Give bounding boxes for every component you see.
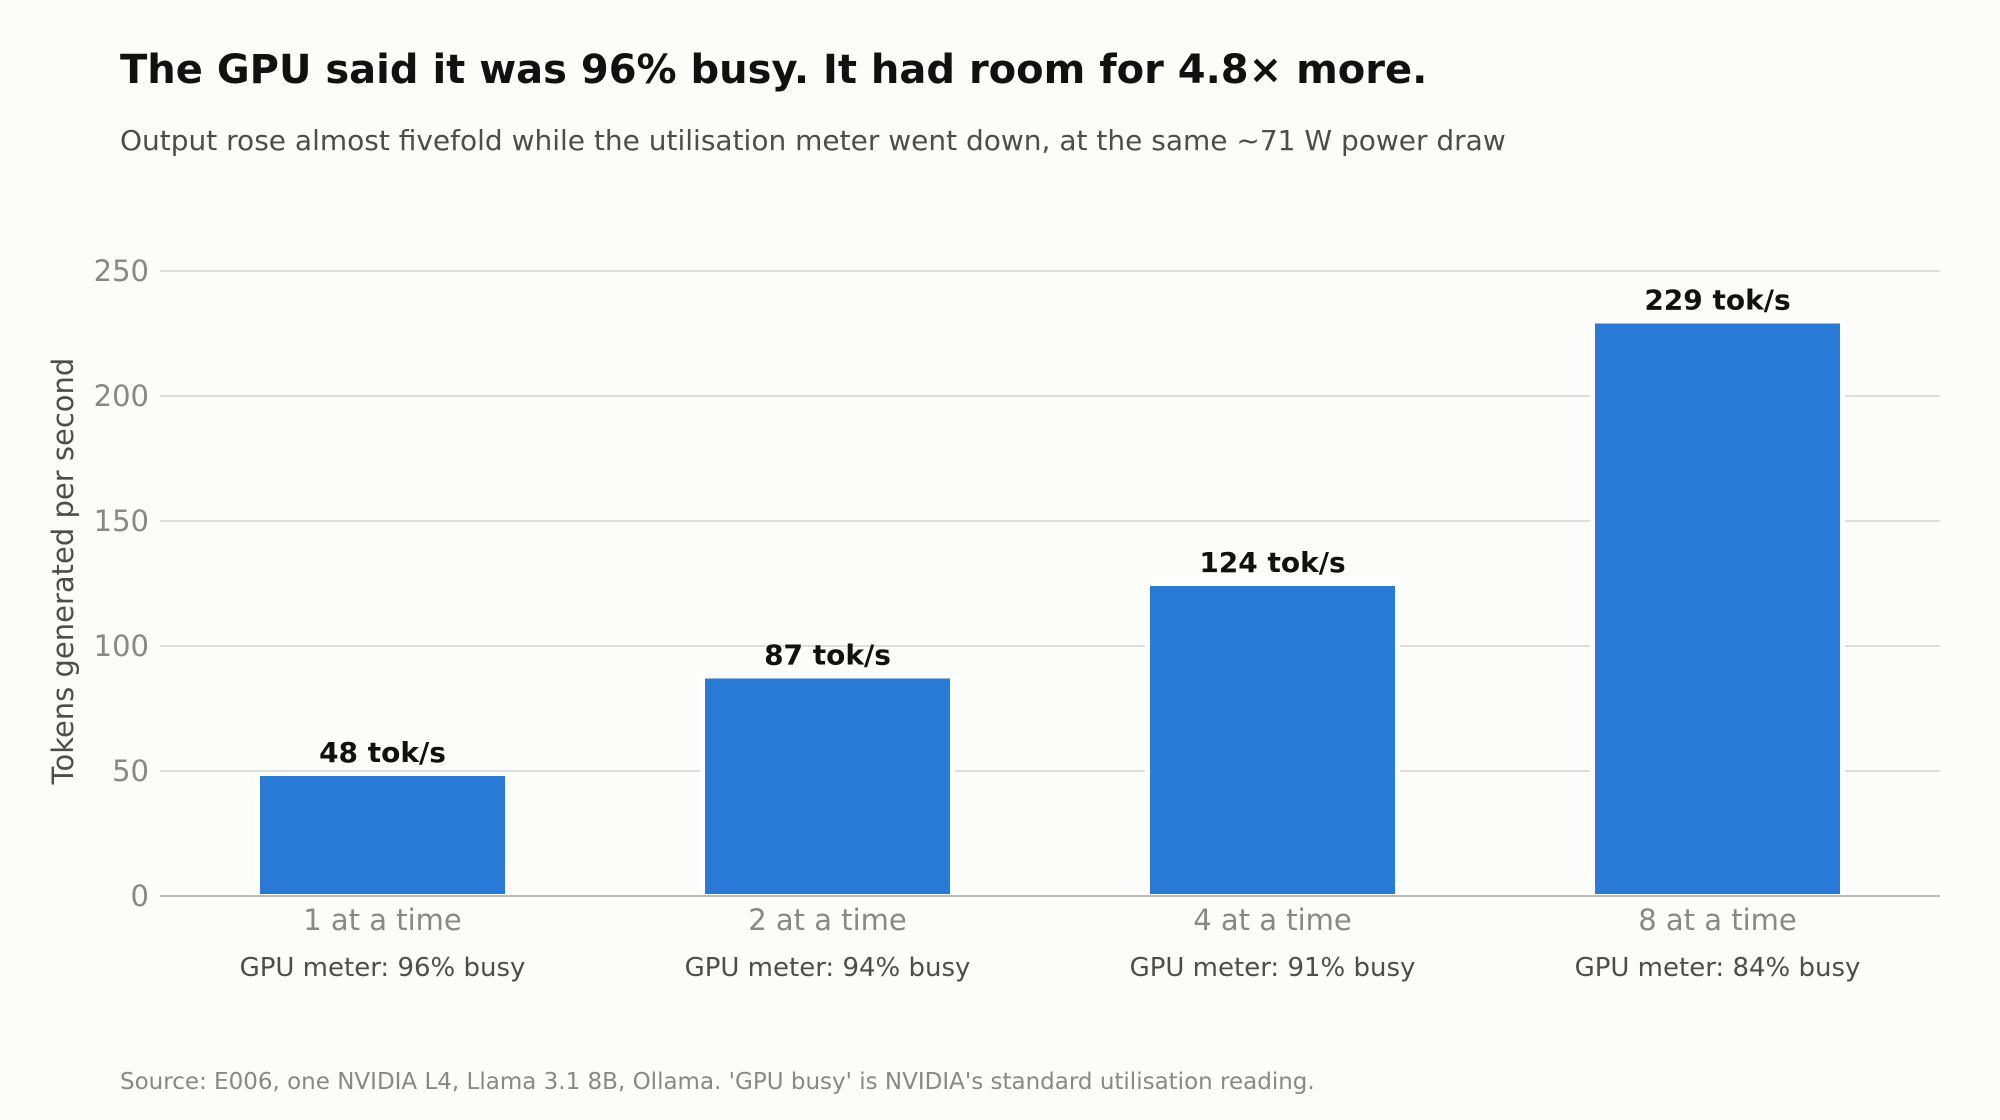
bar [260,776,505,894]
y-axis-label: Tokens generated per second [46,358,80,786]
bar [1595,323,1840,894]
y-tick-label: 100 [94,629,149,663]
bar-value-label: 229 tok/s [1644,284,1790,317]
bars: 48 tok/s 87 tok/s 124 tok/s 229 tok/s [255,284,1845,896]
gpu-meter-label: GPU meter: 94% busy [685,953,971,983]
y-tick-label: 150 [94,504,149,538]
gpu-meter-label: GPU meter: 84% busy [1575,953,1861,983]
chart-title: The GPU said it was 96% busy. It had roo… [120,47,1428,93]
gpu-meter-label: GPU meter: 91% busy [1130,953,1416,983]
y-tick-label: 250 [94,254,149,288]
source-note: Source: E006, one NVIDIA L4, Llama 3.1 8… [120,1069,1315,1095]
axes: 0 50 100 150 200 250 1 at a time GPU meter: 96%… [94,254,1940,983]
x-tick-label: 4 at a time [1193,903,1352,937]
bar-value-label: 87 tok/s [764,639,891,672]
gpu-meter-label: GPU meter: 96% busy [240,953,526,983]
bar-value-label: 48 tok/s [319,736,446,769]
y-tick-label: 200 [94,379,149,413]
chart-subtitle: Output rose almost fivefold while the ut… [120,124,1506,157]
y-tick-label: 0 [131,879,149,913]
x-tick-label: 2 at a time [748,903,907,937]
x-tick-label: 1 at a time [303,903,462,937]
bar [705,678,950,894]
y-tick-label: 50 [112,754,149,788]
bar-value-label: 124 tok/s [1199,546,1345,579]
x-tick-label: 8 at a time [1638,903,1797,937]
bar [1150,586,1395,894]
